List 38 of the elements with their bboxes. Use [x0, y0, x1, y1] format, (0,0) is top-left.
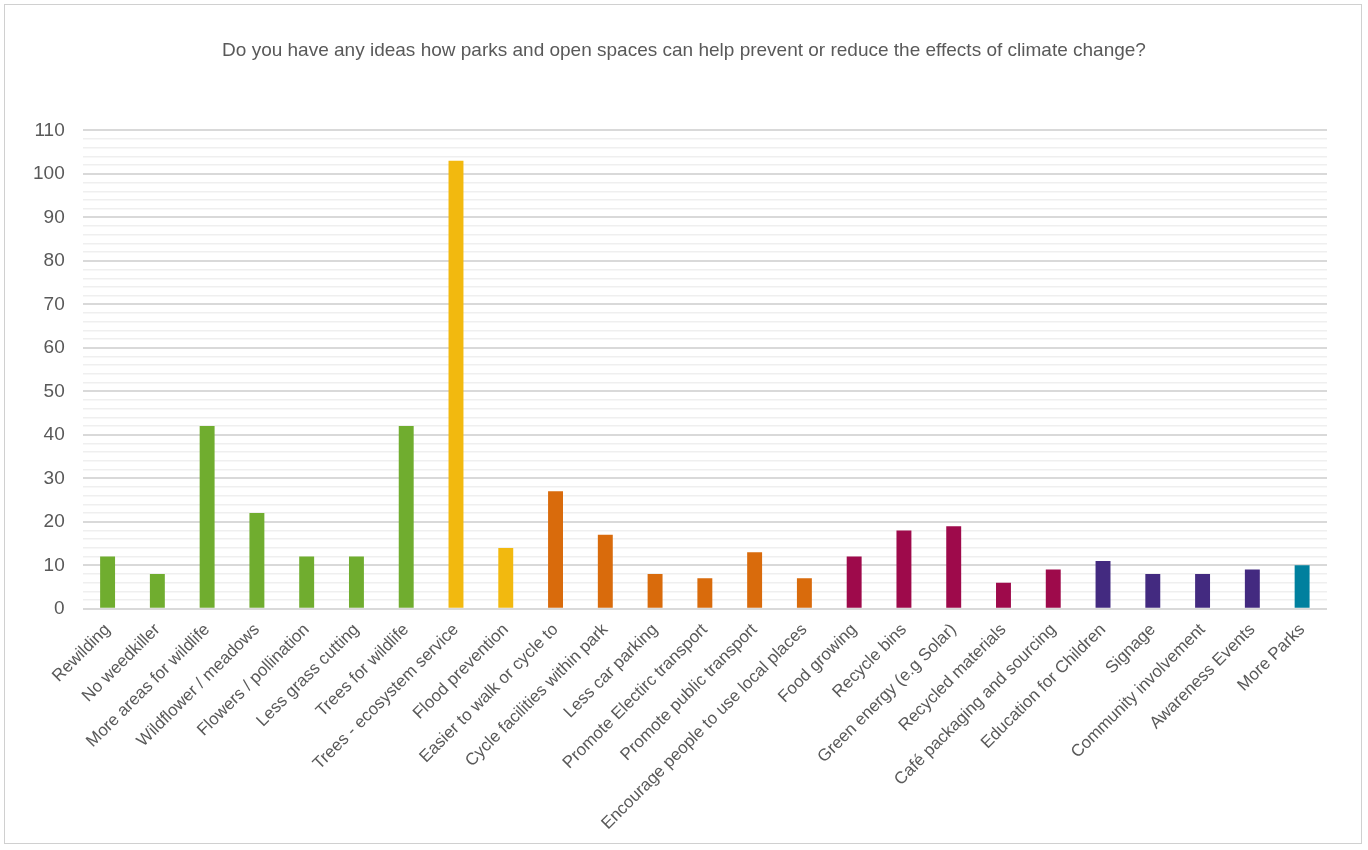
y-tick-label: 70 [43, 292, 65, 314]
bar [398, 426, 414, 608]
bar [548, 491, 563, 608]
y-tick-label: 110 [34, 118, 65, 140]
bar [1095, 560, 1111, 608]
y-tick-label: 40 [43, 423, 65, 445]
y-tick-label: 20 [43, 510, 65, 532]
bar [1294, 565, 1310, 608]
bar [946, 526, 962, 608]
chart-title: Do you have any ideas how parks and open spaces can help prevent or reduce the effects of climate change? [222, 39, 1146, 61]
bar [199, 426, 215, 608]
bar [597, 534, 613, 608]
bar [747, 552, 763, 608]
y-tick-label: 50 [43, 379, 65, 401]
y-tick-label: 80 [43, 249, 65, 271]
y-tick-label: 90 [43, 205, 65, 227]
bar [448, 160, 464, 608]
bar [846, 556, 862, 608]
y-tick-label: 0 [54, 596, 65, 618]
bar [1195, 573, 1211, 608]
bar [697, 578, 713, 608]
bar [100, 556, 116, 608]
bar [149, 573, 165, 608]
bar [498, 547, 514, 608]
bar [1145, 573, 1161, 608]
bar [647, 573, 663, 608]
bar [1244, 569, 1260, 608]
bar [896, 530, 912, 608]
bar [996, 582, 1011, 608]
y-tick-label: 10 [43, 553, 65, 575]
y-tick-label: 60 [43, 336, 65, 358]
bar [796, 578, 812, 608]
y-tick-label: 100 [33, 162, 65, 184]
bar [299, 556, 315, 608]
bar [249, 513, 265, 608]
bar [1045, 569, 1061, 608]
y-tick-label: 30 [43, 466, 65, 488]
bar [348, 556, 364, 608]
